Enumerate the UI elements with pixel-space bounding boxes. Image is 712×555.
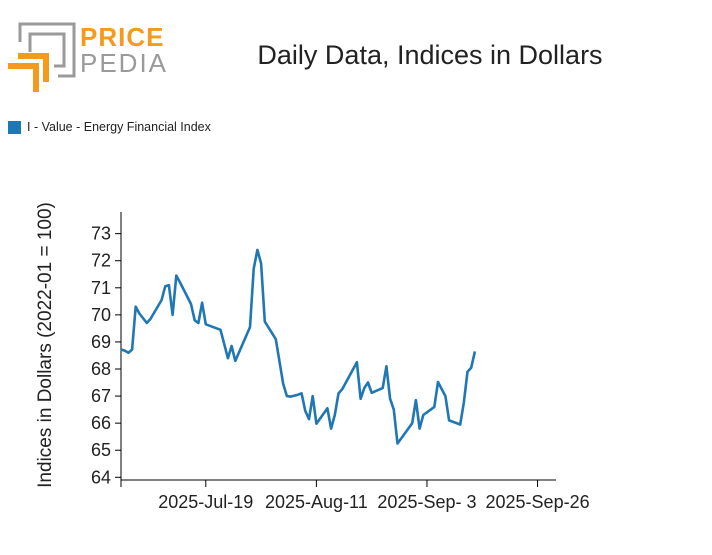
- logo-mark: [8, 22, 76, 92]
- y-tick-label: 66: [91, 413, 111, 433]
- plot-area: [120, 248, 477, 445]
- x-tick-label: 2025-Aug-11: [265, 492, 368, 512]
- y-tick-label: 73: [91, 224, 111, 244]
- series-line-energy-financial-index: [120, 248, 477, 445]
- chart-legend[interactable]: I - Value - Energy Financial Index: [8, 118, 211, 136]
- x-tick-label: 2025-Jul-19: [158, 492, 253, 512]
- x-tick-label: 2025-Sep-26: [486, 492, 590, 512]
- chart-axes: [120, 212, 556, 481]
- legend-label: I - Value - Energy Financial Index: [27, 120, 211, 134]
- y-tick-label: 72: [91, 251, 111, 271]
- tick-marks: 64 65 66 67 68 69 70 71 72 73 2025-Jul-19 2025-Aug-…: [91, 224, 590, 512]
- y-tick-label: 68: [91, 359, 111, 379]
- logo-text-price: PRICE: [80, 22, 165, 52]
- logo-text-pedia: PEDIA: [80, 48, 169, 78]
- y-tick-label: 70: [91, 305, 111, 325]
- y-tick-label: 65: [91, 440, 111, 460]
- x-tick-label: 2025-Sep- 3: [377, 492, 476, 512]
- chart-title: Daily Data, Indices in Dollars: [257, 40, 603, 70]
- pricepedia-logo: PRICE PEDIA: [8, 22, 168, 94]
- y-tick-label: 64: [91, 467, 111, 487]
- y-tick-label: 67: [91, 386, 111, 406]
- y-tick-label: 71: [91, 278, 111, 298]
- y-tick-label: 69: [91, 332, 111, 352]
- legend-swatch: [8, 120, 21, 134]
